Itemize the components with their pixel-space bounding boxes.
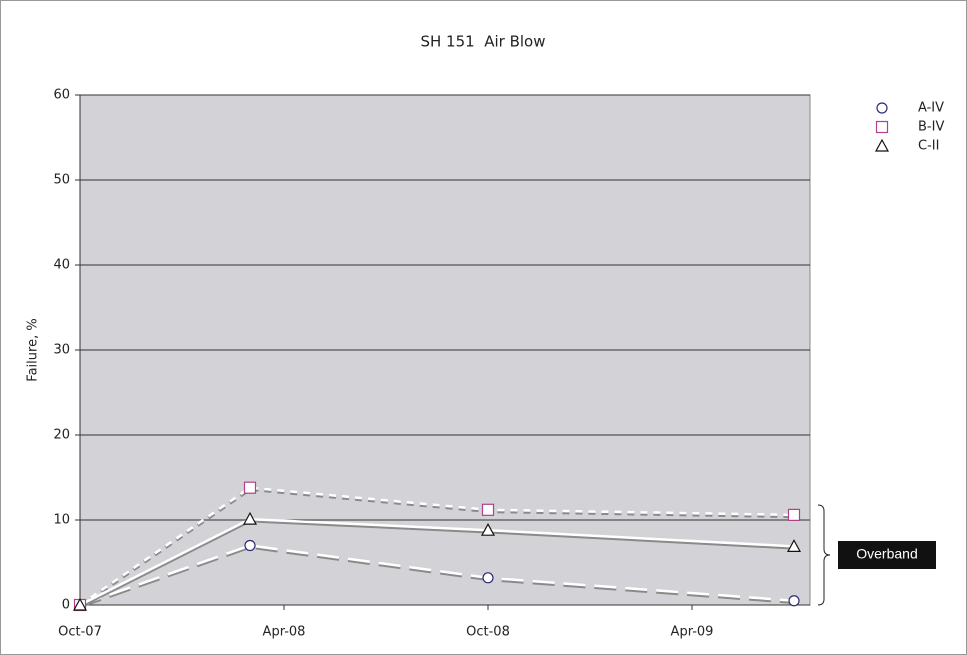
brace — [817, 504, 831, 606]
y-tick-label: 30 — [53, 343, 70, 358]
point — [480, 522, 496, 536]
legend-label: C-II — [918, 139, 939, 154]
point — [481, 503, 495, 516]
point — [242, 511, 258, 525]
series-line-shadow — [79, 487, 795, 608]
y-tick-label: 40 — [53, 258, 70, 273]
series-line-shadow — [79, 545, 795, 609]
x-tick-label: Apr-08 — [263, 625, 306, 640]
series-line — [79, 544, 795, 607]
legend-label: A-IV — [918, 101, 944, 116]
chart-title: SH 151 Air Blow — [420, 33, 545, 51]
series-line-shadow — [79, 518, 795, 609]
annotation-box — [838, 541, 936, 569]
annotation: Overband — [856, 546, 917, 562]
point — [482, 572, 494, 584]
y-axis-label: Failure, % — [26, 318, 41, 381]
y-tick-label: 0 — [62, 598, 70, 613]
x-tick-label: Oct-07 — [58, 625, 102, 640]
x-tick-label: Apr-09 — [671, 625, 714, 640]
legend-marker — [874, 138, 890, 152]
point — [787, 508, 801, 521]
y-tick-label: 60 — [53, 88, 70, 103]
y-tick-label: 50 — [53, 173, 70, 188]
point — [244, 539, 256, 552]
point — [72, 597, 88, 611]
series-line — [79, 517, 795, 607]
series-line — [79, 486, 795, 607]
x-tick-label: Oct-08 — [466, 625, 510, 640]
y-tick-label: 20 — [53, 428, 70, 443]
point — [786, 539, 802, 552]
y-tick-label: 10 — [53, 513, 70, 528]
point — [788, 595, 800, 607]
legend-label: B-IV — [918, 120, 944, 135]
legend-marker — [876, 102, 888, 114]
legend-marker — [875, 120, 889, 134]
point — [243, 481, 257, 494]
